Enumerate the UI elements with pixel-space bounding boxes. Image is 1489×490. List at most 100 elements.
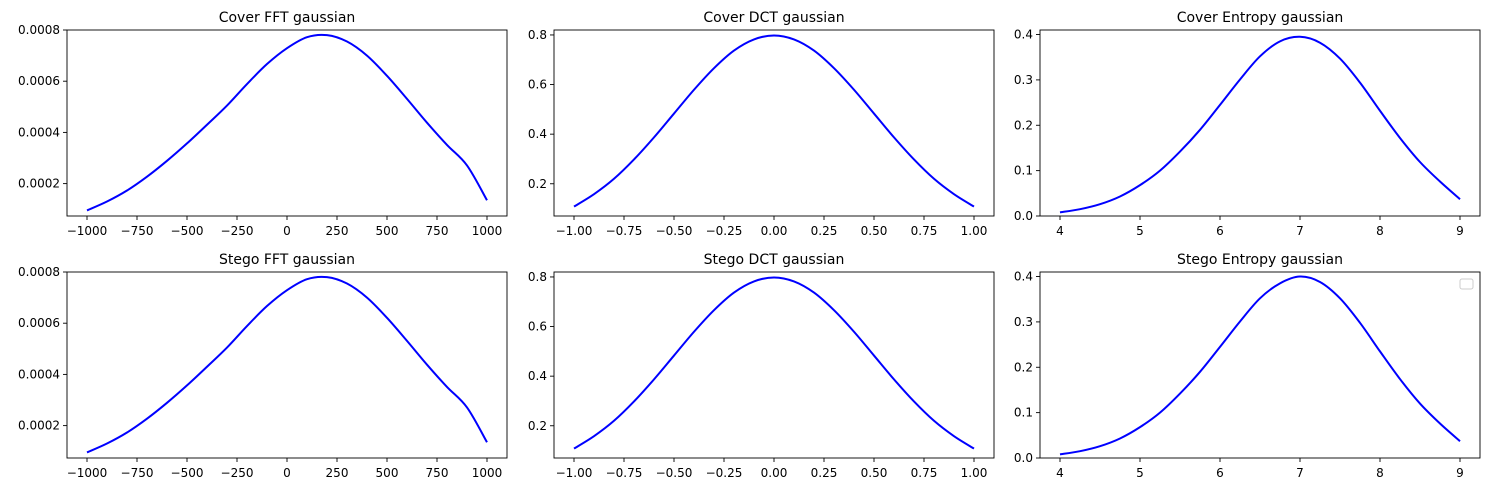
x-tick-label: 1000 [472,224,503,238]
x-tick-label: 0.50 [861,466,888,480]
x-tick-label: 0 [283,224,291,238]
x-tick-label: −0.50 [656,224,693,238]
subplot-4: Stego FFT gaussian −1000 −750 −500 −250 0 250 5… [18,252,508,480]
x-tick-label: −250 [221,224,254,238]
y-tick-label: 0.1 [1014,164,1033,178]
subplot-title: Cover DCT gaussian [703,10,844,26]
subplot-title: Cover FFT gaussian [219,10,356,26]
x-tick-label: −0.50 [656,466,693,480]
y-tick-label: 0.4 [528,127,547,141]
x-tick-label: 8 [1376,224,1384,238]
x-tick-label: 1000 [472,466,503,480]
x-tick-label: 0.75 [911,466,938,480]
subplot-title: Cover Entropy gaussian [1177,10,1344,26]
y-tick-label: 0.0002 [18,177,60,191]
y-tick-label: 0.0004 [18,367,60,381]
y-tick-label: 0.4 [528,369,547,383]
y-tick-label: 0.8 [528,28,547,42]
y-tick-label: 0.3 [1014,73,1033,87]
x-tick-label: −1.00 [556,466,593,480]
gaussian-series-line [1059,35,1461,214]
gaussian-series-line [1059,275,1461,456]
x-tick-label: 9 [1456,224,1464,238]
x-tick-label: 7 [1296,224,1304,238]
axes-frame [1039,271,1481,459]
x-tick-label: 0.00 [761,466,788,480]
x-tick-label: −750 [121,466,154,480]
x-tick-label: 1.00 [961,224,988,238]
axes-frame [553,29,995,217]
x-tick-label: −0.75 [606,224,643,238]
subplot-1: Cover FFT gaussian −1000 −750 −500 −250 0 250 5… [18,10,508,238]
x-tick-label: 9 [1456,466,1464,480]
x-tick-label: −0.25 [706,224,743,238]
y-tick-label: 0.0006 [18,316,60,330]
subplot-3: Cover Entropy gaussian 4 5 6 7 8 9 0.0 0.1 0.2 0.3… [1014,10,1481,238]
x-tick-label: −0.25 [706,466,743,480]
subplot-6: Stego Entropy gaussian 4 5 6 7 8 9 0.0 0.1 0.2 0.3… [1014,252,1481,480]
legend-box [1459,278,1474,290]
x-tick-label: 0.00 [761,224,788,238]
axes-frame [66,29,508,217]
x-tick-label: 750 [426,224,449,238]
x-tick-label: 7 [1296,466,1304,480]
x-tick-label: 8 [1376,466,1384,480]
x-tick-label: 4 [1056,224,1064,238]
y-tick-label: 0.6 [528,320,547,334]
y-tick-label: 0.0006 [18,74,60,88]
subplot-title: Stego FFT gaussian [219,252,355,268]
x-tick-label: 0.25 [811,224,838,238]
x-tick-label: 5 [1136,224,1144,238]
y-tick-label: 0.0002 [18,419,60,433]
y-tick-label: 0.0008 [18,23,60,37]
x-tick-label: −500 [171,224,204,238]
gaussian-series-line [86,275,488,454]
y-tick-label: 0.2 [1014,118,1033,132]
x-tick-label: 5 [1136,466,1144,480]
y-tick-label: 0.2 [528,419,547,433]
x-tick-label: −500 [171,466,204,480]
x-tick-label: −1000 [67,224,108,238]
x-tick-label: 250 [326,466,349,480]
subplot-title: Stego Entropy gaussian [1177,252,1343,268]
x-tick-label: −750 [121,224,154,238]
x-tick-label: 4 [1056,466,1064,480]
x-tick-label: 250 [326,224,349,238]
x-tick-label: 6 [1216,466,1224,480]
x-tick-label: 0.75 [911,224,938,238]
y-tick-label: 0.3 [1014,315,1033,329]
y-tick-label: 0.6 [528,78,547,92]
x-tick-label: 0.50 [861,224,888,238]
y-tick-label: 0.4 [1014,28,1033,42]
y-tick-label: 0.0 [1014,209,1033,223]
subplot-2: Cover DCT gaussian −1.00 −0.75 −0.50 −0.25 0.… [528,10,995,238]
x-tick-label: −1000 [67,466,108,480]
gaussian-series-line [86,33,488,212]
x-tick-label: 6 [1216,224,1224,238]
subplot-title: Stego DCT gaussian [704,252,845,268]
x-tick-label: 0.25 [811,466,838,480]
y-tick-label: 0.1 [1014,406,1033,420]
y-tick-label: 0.2 [1014,360,1033,374]
x-tick-label: 0 [283,466,291,480]
gaussian-series-line [573,276,975,450]
y-tick-label: 0.8 [528,270,547,284]
x-tick-label: 500 [376,224,399,238]
axes-frame [1039,29,1481,217]
y-tick-label: 0.2 [528,177,547,191]
gaussian-series-line [573,34,975,208]
x-tick-label: 1.00 [961,466,988,480]
x-tick-label: −0.75 [606,466,643,480]
axes-frame [553,271,995,459]
x-tick-label: −1.00 [556,224,593,238]
y-tick-label: 0.4 [1014,270,1033,284]
x-tick-label: −250 [221,466,254,480]
y-tick-label: 0.0004 [18,125,60,139]
x-tick-label: 750 [426,466,449,480]
y-tick-label: 0.0 [1014,451,1033,465]
x-tick-label: 500 [376,466,399,480]
subplot-5: Stego DCT gaussian −1.00 −0.75 −0.50 −0.25 0.… [528,252,995,480]
y-tick-label: 0.0008 [18,265,60,279]
axes-frame [66,271,508,459]
